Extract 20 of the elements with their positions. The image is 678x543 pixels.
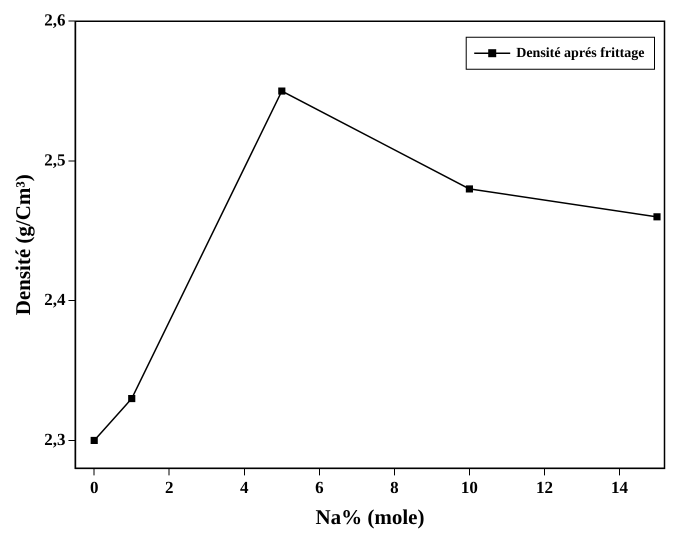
y-axis-title: Densité (g/Cm³): [11, 174, 36, 316]
point: [278, 87, 286, 95]
x-axis-title: Na% (mole): [315, 504, 425, 529]
x-tick-label: 10: [460, 478, 478, 497]
x-tick-label: 14: [610, 478, 628, 497]
x-tick-label: 6: [315, 478, 324, 497]
x-tick-label: 0: [90, 478, 98, 497]
x-tick-label: 8: [390, 478, 399, 497]
point: [653, 213, 661, 220]
x-tick-label: 4: [240, 478, 250, 497]
y-tick-label: 2,6: [44, 10, 66, 30]
y-tick-label: 2,4: [44, 290, 66, 310]
point: [466, 185, 473, 192]
point: [90, 436, 98, 444]
y-tick-label: 2,3: [44, 430, 66, 449]
point: [128, 394, 136, 402]
y-tick-label: 2,5: [44, 150, 66, 170]
x-tick-label: 12: [536, 478, 553, 497]
x-tick-label: 2: [165, 478, 174, 497]
legend-label: Densité aprés frittage: [516, 46, 645, 61]
